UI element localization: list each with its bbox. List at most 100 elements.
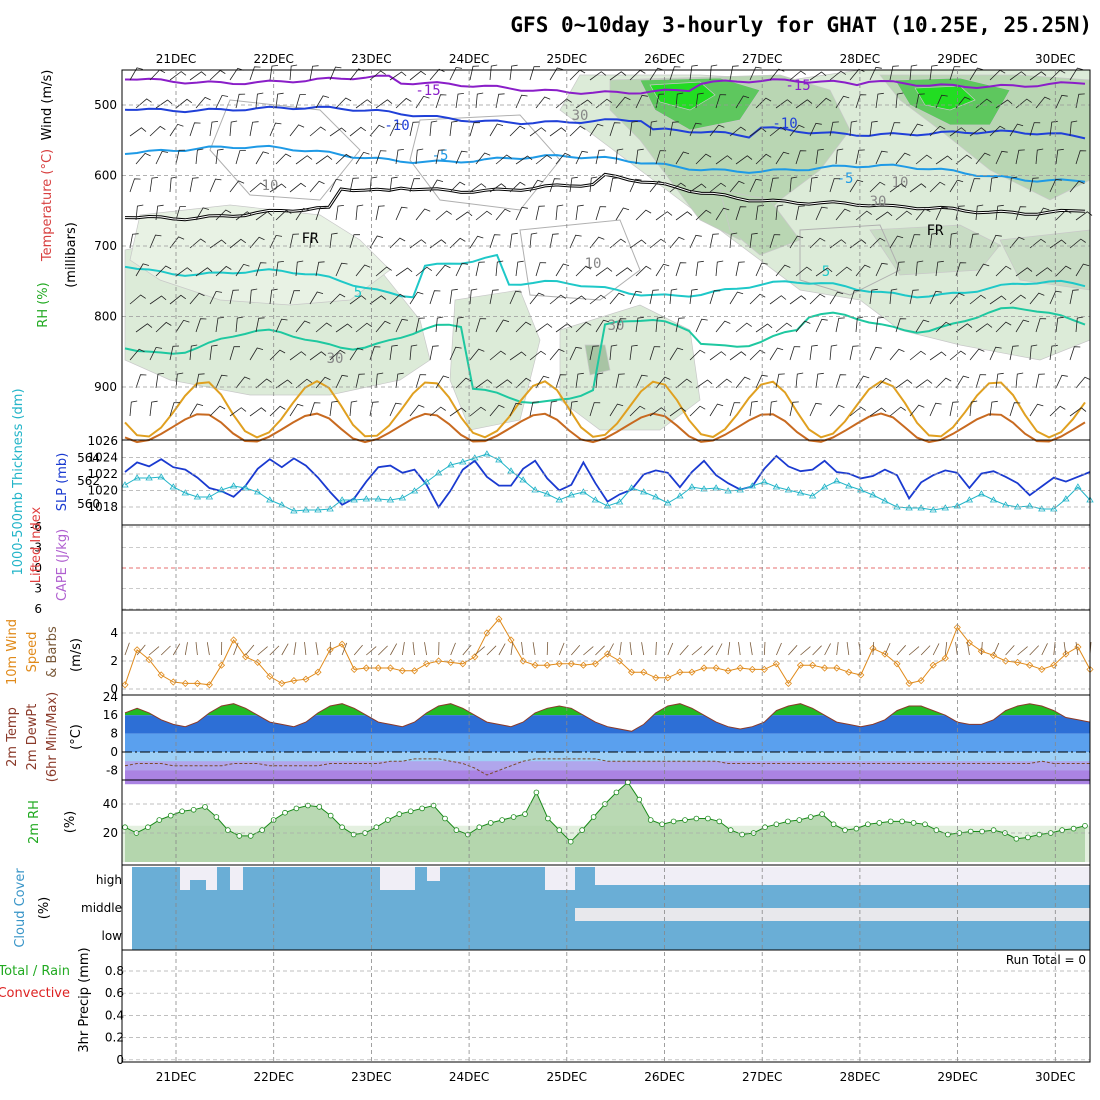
cloud-mid-gap [575,908,1090,921]
pressure-tick-label: 500 [94,98,117,112]
wind-barb [935,321,952,333]
wind-barb [335,205,344,221]
wind10-barb [641,642,645,656]
wind-barb [289,290,301,305]
wind-barb [489,234,501,249]
wind-barb [1069,407,1087,417]
thickness-marker [941,504,950,511]
wind10-tick-label: 4 [110,626,118,640]
wind-barb [949,66,961,81]
wind-barb [1055,316,1064,333]
wind-barb [315,206,327,221]
wind-barb [695,318,708,333]
wind10-barb [812,645,822,656]
wind10-barb [981,641,983,656]
wind-barb [429,239,447,249]
thickness-marker [965,496,974,503]
wind-barb [449,181,466,193]
wind-barb [669,347,684,361]
wind-barb [955,375,970,389]
rh-contour-line [209,99,361,201]
wind10-barb [967,642,970,656]
contour-label: 30 [870,194,887,210]
day-label-top: 29DEC [937,52,977,66]
wind-barb [469,406,487,417]
thickness-marker [591,496,600,503]
wind10-marker [1002,657,1010,665]
wind-barb [129,233,139,249]
contour-label: 10 [892,175,909,191]
wind-barb [835,374,847,389]
wind-barb [389,71,407,81]
wind-barb [275,209,292,221]
lifted-tick-label: 3 [34,582,42,596]
wind10-marker [205,681,213,689]
slp-line [124,454,1091,509]
thickness-marker [808,492,817,499]
wind-barb [255,151,270,165]
wind10-marker [338,640,346,648]
wind-barb [1029,71,1047,81]
wind-barb [629,239,647,249]
wind-barb [849,179,864,193]
ylabel-rh: RH (%) [36,282,51,327]
wind-barb [455,316,464,333]
wind-barb [669,121,679,137]
wind-barb [875,316,884,333]
wind-barb [415,208,431,221]
wind-barb [569,400,578,417]
thickness-marker [278,501,286,508]
lifted-index-panel: -6 -3 0 3 6 [30,520,1090,616]
wind-barb [635,148,644,165]
wind-barb [609,122,621,137]
temp-tick-label: 0 [110,745,118,759]
wind10-marker [941,654,949,662]
wind-barb [755,323,773,333]
wind-barb [475,92,484,109]
wind-barb [975,374,987,389]
day-label-bottom: 21DEC [156,1070,196,1084]
wind-barb [775,151,790,165]
wind-barb [669,182,686,193]
thickness-marker [181,489,190,496]
wind-barb [1029,122,1041,137]
wind10-barb [402,642,405,656]
wind-barb [555,374,567,389]
wind-barb [235,376,251,389]
wind-barb [469,122,481,137]
wind-barb [469,288,478,305]
wind-barb [895,318,907,333]
wind-barb [195,96,211,109]
wind10-marker [881,650,889,658]
wind-barb [735,376,751,389]
wind-barb [655,93,665,109]
wind-barb [969,400,978,417]
wind10-marker [543,661,551,669]
wind-barb [1015,267,1033,277]
wind10-barb [1063,642,1067,656]
rh-marker [122,824,128,830]
wind-barb [369,346,381,361]
thickness-marker [700,485,708,492]
wind-barb [169,402,181,417]
wind-barb [309,351,327,361]
wind-barb [689,405,706,417]
wind-barb [575,204,584,221]
wind-barb [349,126,367,137]
wind-barb [309,126,326,137]
rh-marker [419,805,425,812]
wind-barb [235,93,246,109]
lifted-tick-label: 0 [34,561,42,575]
wind-barb [549,178,561,193]
wind-barb [449,120,458,137]
wind10-marker [1038,665,1046,673]
wind-barb [355,264,371,277]
wind10-marker [435,657,443,665]
rh-marker [499,817,505,823]
wind-barb [635,316,644,333]
wind-barb [935,260,944,277]
wind10-barb [378,645,388,656]
cloud-level-label: middle [81,901,122,915]
wind-barb [589,71,607,81]
wind-barb [229,407,247,417]
